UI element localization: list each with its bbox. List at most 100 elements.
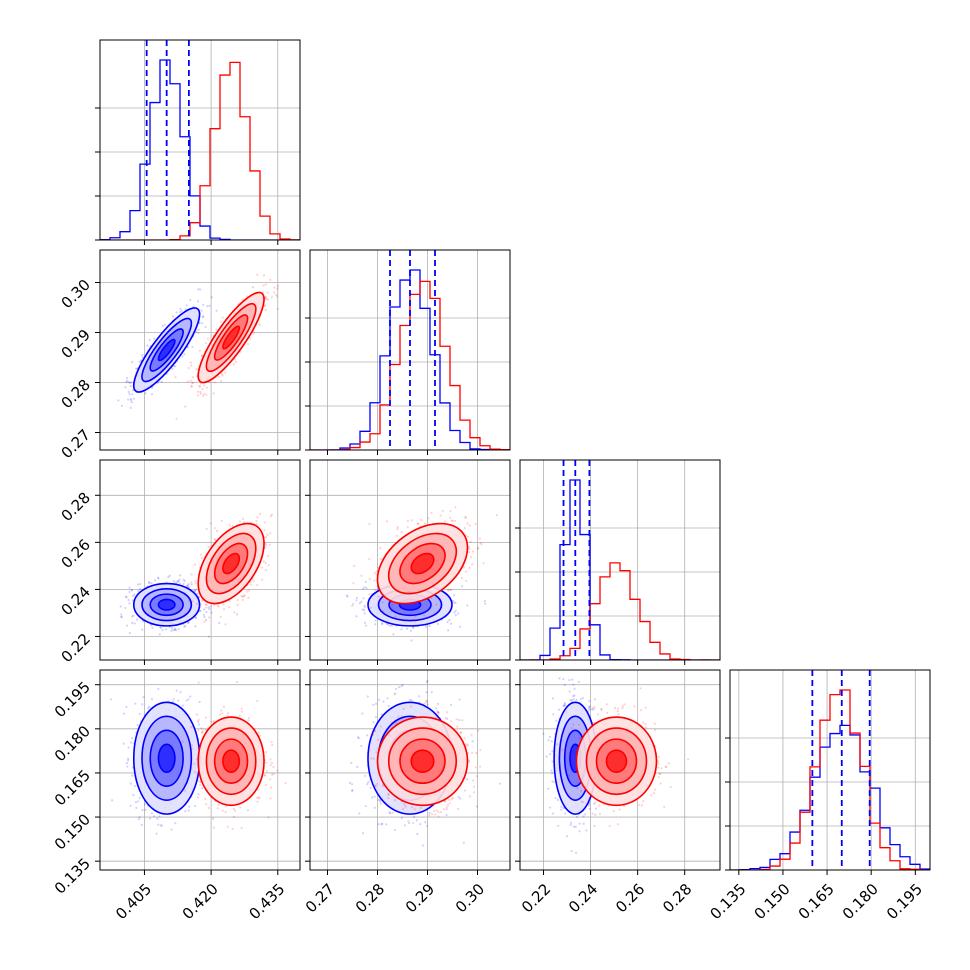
scatter-point [187, 809, 190, 812]
scatter-point [129, 381, 133, 384]
scatter-point [477, 547, 480, 550]
scatter-point [454, 519, 457, 523]
scatter-point [495, 513, 498, 517]
scatter-point [201, 387, 204, 391]
scatter-point [386, 623, 389, 626]
scatter-point [148, 817, 152, 820]
contour-line [222, 325, 241, 350]
scatter-point [478, 537, 481, 540]
scatter-point [453, 611, 456, 614]
scatter-point [136, 583, 140, 586]
scatter-point [157, 823, 160, 826]
scatter-point [182, 582, 185, 586]
density-fill [222, 326, 240, 349]
scatter-point [131, 774, 134, 777]
scatter-point [132, 594, 135, 598]
scatter-point [150, 386, 154, 389]
scatter-point [199, 392, 202, 395]
scatter-point [175, 581, 178, 584]
scatter-point [183, 353, 186, 356]
contour-line [149, 593, 184, 617]
scatter-point [129, 399, 133, 402]
contour-line [205, 302, 257, 373]
scatter-point [189, 379, 192, 382]
scatter-point [135, 367, 138, 370]
scatter-point [184, 405, 187, 408]
scatter-point [406, 526, 409, 529]
scatter-point [274, 293, 278, 297]
scatter-point [194, 625, 197, 628]
scatter-point [368, 578, 371, 581]
scatter-point [260, 566, 264, 569]
scatter-panel-2-1 [310, 460, 510, 660]
scatter-point [175, 689, 178, 692]
scatter-point [390, 610, 393, 613]
scatter-point [196, 720, 200, 723]
scatter-point [174, 365, 177, 368]
scatter-point [468, 547, 471, 551]
scatter-point [144, 392, 147, 395]
scatter-point [205, 527, 208, 530]
scatter-point [219, 615, 222, 618]
contour-line [205, 532, 257, 595]
scatter-point [377, 600, 380, 603]
scatter-point [123, 712, 126, 715]
scatter-point [208, 381, 211, 384]
scatter-point [222, 608, 226, 611]
scatter-point [173, 628, 176, 631]
scatter-point [172, 580, 175, 583]
scatter-point [208, 304, 211, 307]
scatter-point [196, 300, 200, 303]
scatter-point [200, 354, 204, 357]
scatter-point [466, 535, 470, 538]
scatter-point [143, 803, 147, 806]
scatter-panel-3-0 [100, 670, 300, 870]
scatter-point [212, 817, 215, 820]
scatter-point [346, 595, 349, 598]
scatter-point [128, 631, 131, 635]
scatter-point [216, 604, 219, 607]
scatter-point [204, 618, 208, 622]
scatter-point [411, 626, 415, 630]
scatter-point [454, 601, 457, 605]
scatter-point [241, 298, 244, 301]
scatter-point [193, 589, 196, 592]
scatter-point [221, 374, 224, 377]
scatter-point [459, 625, 462, 628]
scatter-point [457, 612, 460, 615]
scatter-point [207, 635, 210, 638]
scatter-point [167, 575, 170, 579]
scatter-point [266, 291, 269, 294]
scatter-point [199, 288, 202, 291]
scatter-point [471, 550, 475, 553]
scatter-point [136, 724, 139, 727]
scatter-point [258, 323, 261, 326]
scatter-point [236, 598, 239, 602]
scatter-point [373, 579, 376, 582]
scatter-point [195, 368, 198, 371]
scatter-point [450, 519, 454, 522]
scatter-point [448, 618, 451, 622]
scatter-point [252, 332, 255, 335]
scatter-point [213, 381, 216, 384]
scatter-point [201, 316, 205, 319]
scatter-point [264, 308, 267, 312]
scatter-point [256, 584, 259, 587]
scatter-point [467, 545, 471, 549]
scatter-point [194, 617, 197, 620]
scatter-point [191, 376, 195, 379]
scatter-point [185, 304, 188, 307]
scatter-point [150, 393, 154, 396]
scatter-point [409, 629, 412, 632]
scatter-point [141, 356, 144, 359]
scatter-point [273, 286, 276, 289]
scatter-point [129, 741, 133, 744]
scatter-point [122, 742, 125, 745]
scatter-point [174, 629, 178, 632]
scatter-point [368, 522, 371, 526]
scatter-point [203, 615, 206, 619]
scatter-point [241, 595, 244, 598]
scatter-point [201, 322, 204, 325]
scatter-point [187, 698, 190, 701]
scatter-point [252, 580, 255, 583]
